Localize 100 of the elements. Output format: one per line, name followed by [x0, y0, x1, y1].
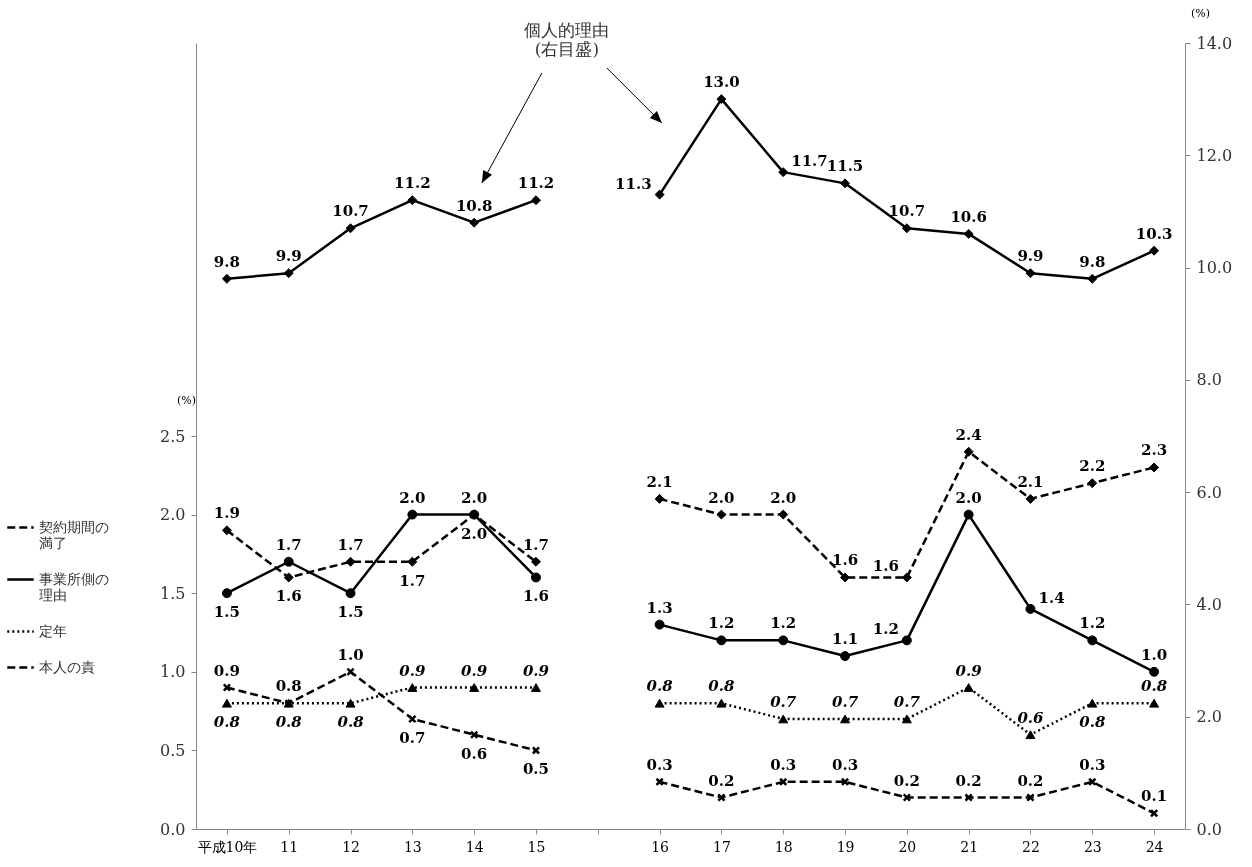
y-tick-label: 2.5	[160, 426, 186, 446]
legend-label: 契約期間の満了	[39, 518, 109, 551]
data-label: 10.7	[888, 202, 926, 221]
x-tick-label: 14	[465, 838, 484, 855]
data-label: 0.7	[831, 692, 859, 711]
data-label: 2.0	[461, 488, 488, 507]
data-label: 9.9	[1017, 247, 1044, 266]
data-label: 13.0	[703, 73, 740, 92]
data-label: 1.6	[872, 557, 899, 576]
data-label: 2.2	[1079, 457, 1106, 476]
data-label: 1.2	[708, 614, 735, 633]
data-label: 0.7	[893, 692, 921, 711]
y2-tick-label: 14.0	[1196, 33, 1233, 53]
data-label: 1.3	[646, 598, 673, 617]
data-label: 0.2	[893, 771, 920, 790]
data-label: 11.5	[826, 157, 864, 176]
x-tick-label: 24	[1145, 838, 1164, 855]
data-label: 0.9	[955, 661, 983, 680]
y2-tick-label: 0.0	[1196, 819, 1222, 839]
data-label: 11.7	[791, 152, 828, 171]
data-label: 10.6	[950, 207, 987, 226]
data-label: 1.5	[213, 603, 240, 622]
data-label: 11.3	[615, 174, 652, 193]
annotation: 個人的理由 (右目盛)	[524, 20, 610, 59]
data-label: 0.8	[275, 677, 302, 696]
data-label: 11.2	[394, 174, 431, 193]
data-label: 1.6	[275, 587, 302, 606]
data-label: 9.8	[213, 252, 240, 271]
y2-axis-title: (%)	[1190, 6, 1211, 20]
x-tick-label: 23	[1083, 838, 1102, 855]
y2-tick-label: 12.0	[1196, 145, 1233, 165]
data-label: 0.6	[461, 744, 488, 763]
data-label: 1.9	[213, 504, 240, 523]
data-label: 2.0	[461, 524, 488, 543]
y-tick-label: 0.0	[160, 819, 186, 839]
x-tick-label: 15	[527, 838, 546, 855]
x-tick-label: 13	[403, 838, 422, 855]
data-label: 0.8	[213, 713, 241, 732]
x-tick-label: 16	[651, 838, 670, 855]
data-label: 10.7	[332, 202, 369, 221]
y-tick-label: 0.5	[160, 740, 186, 760]
data-label: 1.2	[1079, 614, 1106, 633]
y-axis-title: (%)	[176, 393, 197, 407]
data-label: 0.1	[1141, 787, 1168, 806]
data-label: 1.4	[1038, 588, 1065, 607]
data-label: 0.9	[213, 661, 240, 680]
y2-tick-label: 10.0	[1196, 258, 1233, 278]
data-label: 11.2	[517, 174, 555, 193]
data-label: 0.7	[399, 728, 426, 747]
x-tick-label: 18	[774, 838, 793, 855]
data-label: 2.0	[955, 488, 982, 507]
y-tick-label: 2.0	[160, 505, 186, 525]
data-label: 0.3	[1079, 755, 1106, 774]
data-label: 1.2	[872, 620, 899, 639]
data-label: 1.2	[770, 614, 797, 633]
data-label: 2.4	[955, 425, 982, 444]
data-label: 0.3	[770, 755, 797, 774]
data-label: 0.2	[955, 771, 982, 790]
data-label: 0.8	[1079, 713, 1106, 732]
data-label: 0.3	[831, 755, 859, 774]
data-label: 1.6	[522, 587, 550, 606]
y2-tick-label: 6.0	[1196, 482, 1222, 502]
data-label: 0.8	[275, 713, 303, 732]
data-label: 2.0	[399, 488, 426, 507]
data-label: 0.9	[399, 661, 426, 680]
data-label: 0.3	[646, 755, 673, 774]
y-tick-label: 1.0	[160, 662, 186, 682]
data-label: 0.2	[1017, 771, 1044, 790]
data-label: 1.5	[337, 603, 364, 622]
y2-tick-label: 2.0	[1196, 707, 1222, 727]
data-label: 1.6	[831, 551, 859, 570]
data-label: 1.0	[1141, 645, 1168, 664]
data-label: 0.8	[708, 677, 736, 696]
data-label: 10.8	[455, 196, 493, 215]
data-label: 9.9	[275, 247, 302, 266]
data-label: 2.0	[770, 488, 797, 507]
data-label: 0.8	[646, 677, 674, 696]
data-label: 2.0	[708, 488, 735, 507]
data-label: 0.9	[522, 661, 550, 680]
legend-label: 本人の責	[39, 658, 95, 675]
x-tick-label: 19	[836, 838, 855, 855]
data-label: 1.7	[399, 571, 426, 590]
data-label: 10.3	[1135, 224, 1173, 243]
x-tick-label: 17	[712, 838, 731, 855]
data-label: 2.1	[646, 472, 673, 491]
x-tick-label: 12	[342, 838, 360, 855]
data-label: 1.7	[275, 535, 302, 554]
data-label: 2.3	[1141, 441, 1168, 460]
data-label: 9.8	[1079, 252, 1106, 271]
data-label: 0.9	[461, 661, 488, 680]
x-tick-label: 平成10年	[197, 838, 258, 855]
data-label: 0.6	[1017, 708, 1045, 727]
y2-tick-label: 8.0	[1196, 370, 1222, 390]
data-label: 1.7	[522, 535, 550, 554]
data-label: 1.0	[337, 645, 364, 664]
data-label: 1.1	[831, 630, 859, 649]
data-label: 0.2	[708, 771, 735, 790]
legend-label: 事業所側の理由	[39, 570, 109, 603]
y-tick-label: 1.5	[160, 583, 186, 603]
x-tick-label: 21	[960, 838, 979, 855]
